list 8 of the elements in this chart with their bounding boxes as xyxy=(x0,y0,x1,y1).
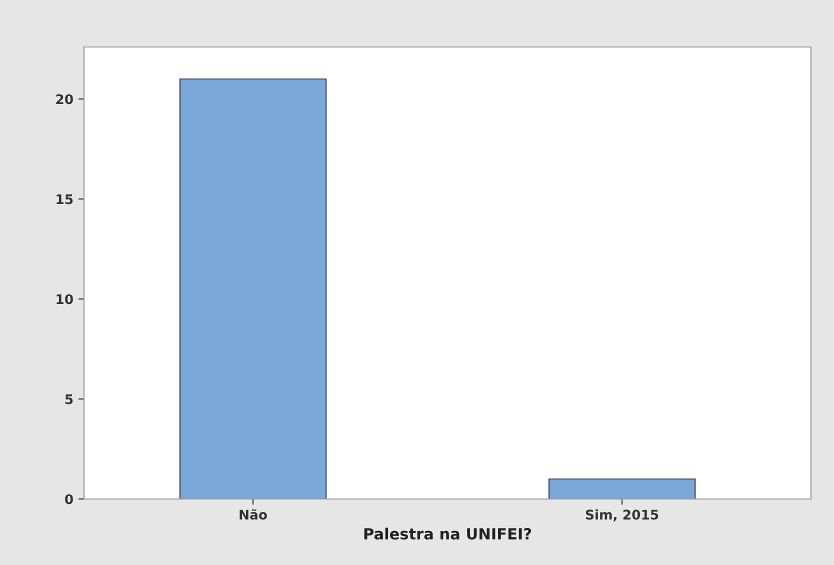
y-tick-label: 15 xyxy=(56,194,73,204)
y-tick-label: 5 xyxy=(65,394,73,404)
y-tick-label: 20 xyxy=(56,94,73,104)
x-tick-label: Sim, 2015 xyxy=(586,509,658,522)
x-axis-title: Palestra na UNIFEI? xyxy=(364,528,532,540)
x-tick-label: Não xyxy=(240,509,267,520)
y-tick-label: 0 xyxy=(65,494,73,504)
y-tick-label: 10 xyxy=(56,294,73,304)
